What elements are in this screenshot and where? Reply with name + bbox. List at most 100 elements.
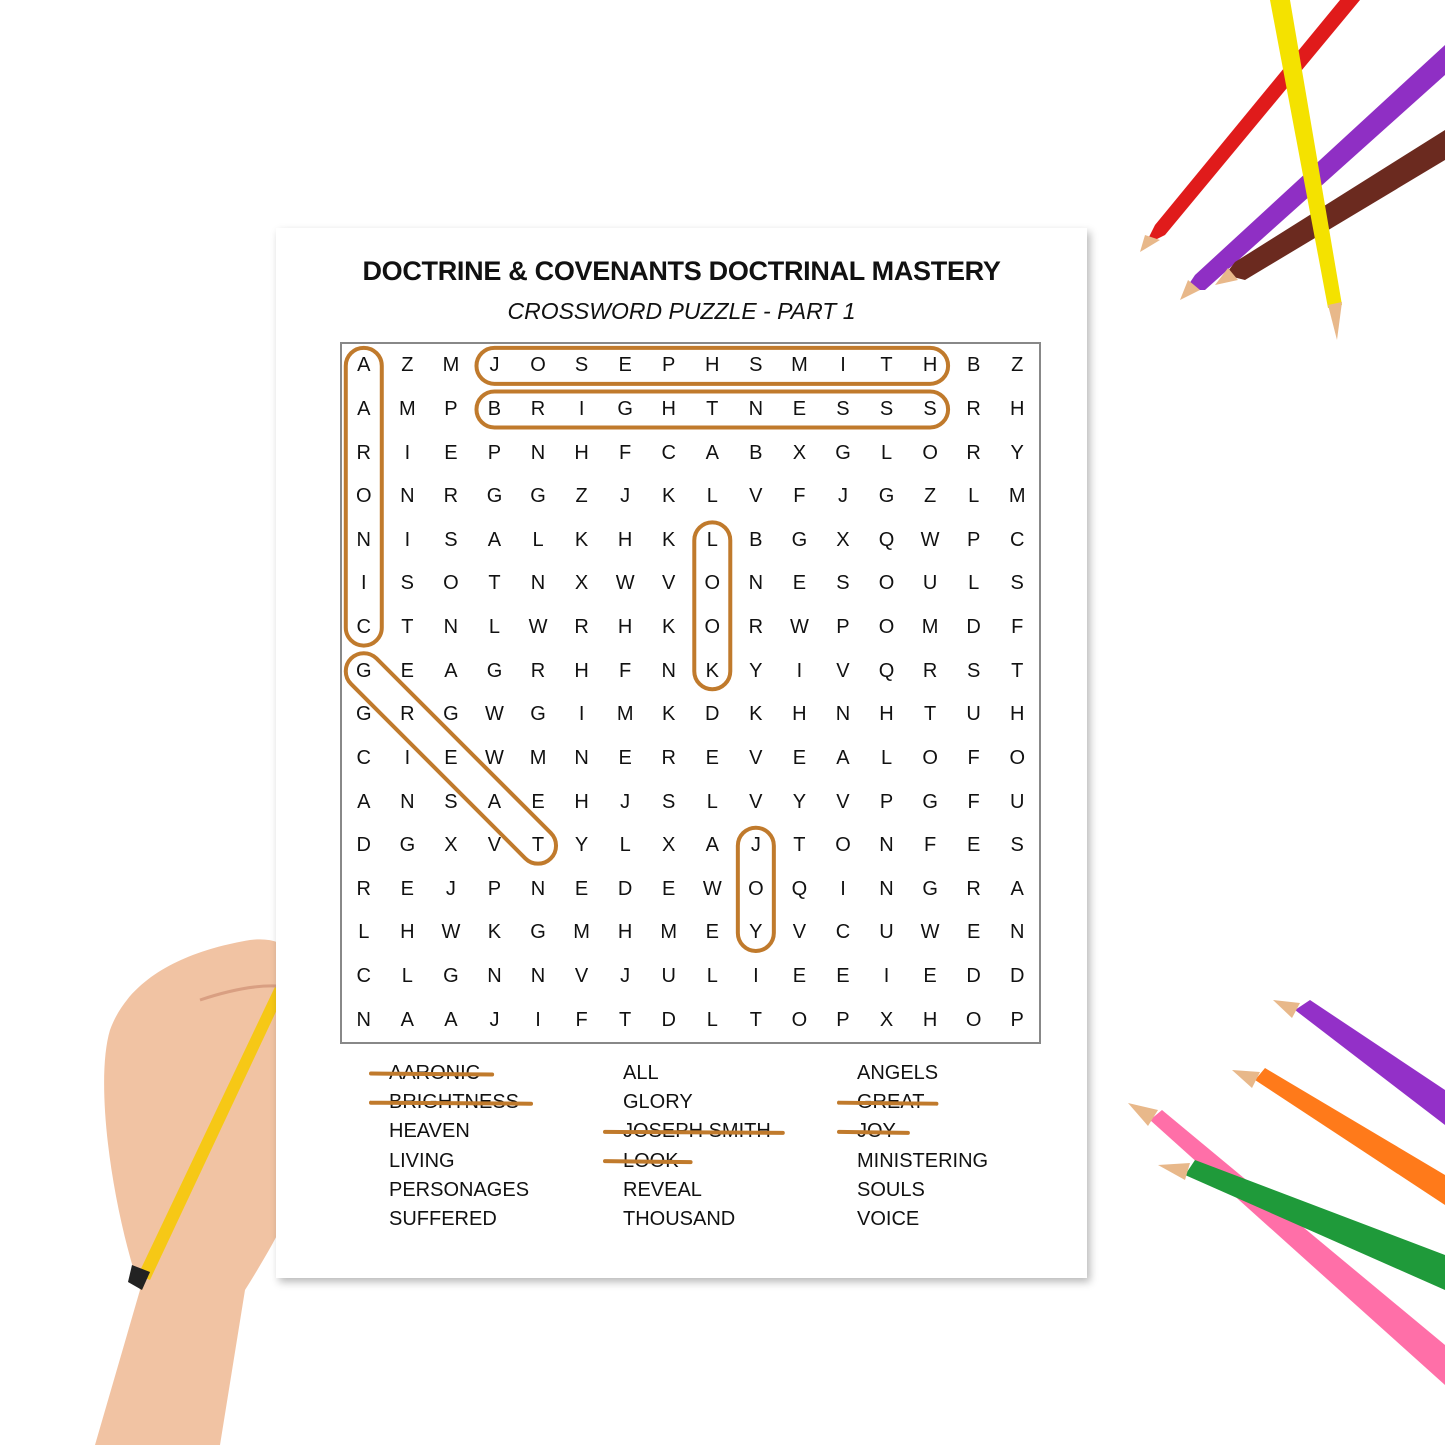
- grid-letter: G: [356, 659, 372, 682]
- grid-letter: W: [528, 616, 548, 639]
- hand-with-pencil-icon: [95, 918, 327, 1445]
- grid-letter: N: [400, 485, 415, 508]
- grid-letter: D: [356, 834, 371, 857]
- grid-letter: K: [662, 528, 676, 551]
- word-list-item: SUFFERED: [389, 1208, 497, 1230]
- grid-letter: N: [748, 397, 764, 420]
- grid-letter: S: [966, 659, 981, 682]
- grid-letter: W: [615, 572, 635, 595]
- grid-letter: N: [487, 965, 502, 988]
- grid-letter: E: [705, 921, 719, 944]
- grid-letter: S: [836, 572, 850, 595]
- grid-letter: N: [530, 572, 546, 595]
- grid-letter: X: [574, 572, 589, 595]
- grid-letter: N: [530, 441, 546, 464]
- grid-letter: W: [789, 616, 809, 639]
- grid-letter: A: [357, 397, 371, 420]
- grid-letter: I: [578, 397, 585, 420]
- grid-letter: H: [617, 616, 633, 639]
- grid-letter: I: [404, 528, 411, 551]
- grid-letter: G: [356, 703, 372, 726]
- word-list-item: ANGELS: [857, 1062, 939, 1084]
- grid-letter: S: [444, 790, 458, 813]
- grid-letter: C: [356, 965, 371, 988]
- grid-letter: R: [356, 877, 371, 900]
- grid-letter: W: [485, 703, 504, 726]
- grid-letter: E: [662, 877, 676, 900]
- grid-letter: M: [573, 921, 590, 944]
- grid-letter: L: [706, 790, 718, 813]
- grid-letter: Z: [1011, 354, 1024, 377]
- grid-letter: N: [356, 528, 371, 551]
- grid-letter: M: [442, 354, 460, 377]
- colored-pencil-red-icon: [1140, 0, 1360, 252]
- grid-letter: A: [487, 528, 502, 551]
- grid-letter: P: [836, 616, 850, 639]
- grid-letter: G: [922, 790, 938, 813]
- grid-letter: M: [399, 397, 416, 420]
- grid-letter: U: [879, 921, 894, 944]
- grid-letter: R: [356, 441, 371, 464]
- grid-letter: O: [965, 1008, 982, 1031]
- grid-letter: J: [750, 834, 761, 857]
- grid-letter: G: [791, 528, 808, 551]
- grid-letter: G: [922, 877, 938, 900]
- grid-letter: I: [361, 572, 367, 595]
- grid-letter: J: [837, 485, 848, 508]
- grid-letter: N: [574, 746, 589, 769]
- grid-letter: O: [704, 616, 721, 639]
- grid-letter: B: [487, 397, 502, 420]
- grid-letter: B: [966, 354, 981, 377]
- grid-letter: O: [1009, 746, 1025, 769]
- grid-letter: H: [922, 1008, 938, 1031]
- grid-letter: R: [530, 397, 546, 420]
- grid-letter: H: [574, 659, 589, 682]
- grid-letter: T: [880, 354, 893, 377]
- word-list-item: JOSEPH SMITH: [623, 1120, 771, 1143]
- page-subtitle: CROSSWORD PUZZLE - PART 1: [507, 298, 856, 324]
- grid-letter: M: [529, 746, 547, 769]
- grid-letter: I: [840, 354, 846, 377]
- grid-letter: K: [662, 485, 676, 508]
- word-list-item: REVEAL: [623, 1178, 702, 1201]
- grid-letter: M: [616, 703, 634, 726]
- grid-letter: H: [617, 528, 633, 551]
- grid-letter: P: [662, 354, 676, 377]
- word-list-item: LIVING: [389, 1149, 455, 1172]
- grid-letter: L: [706, 1008, 718, 1031]
- grid-letter: E: [792, 397, 807, 420]
- grid-letter: R: [530, 659, 546, 682]
- grid-letter: O: [791, 1008, 808, 1031]
- grid-letter: M: [791, 354, 808, 377]
- grid-letter: H: [1009, 397, 1025, 420]
- grid-letter: O: [922, 746, 938, 769]
- grid-letter: F: [619, 659, 632, 682]
- grid-letter: K: [705, 659, 719, 682]
- grid-letter: V: [487, 834, 502, 857]
- grid-letter: T: [1011, 659, 1024, 682]
- grid-letter: H: [574, 441, 589, 464]
- grid-letter: C: [1009, 528, 1025, 551]
- grid-letter: Q: [878, 528, 895, 551]
- grid-letter: H: [705, 354, 720, 377]
- grid-letter: F: [923, 834, 937, 857]
- grid-letter: G: [443, 965, 459, 988]
- grid-letter: V: [574, 965, 589, 988]
- grid-letter: Z: [401, 354, 414, 377]
- colored-pencil-green-icon: [1158, 1160, 1445, 1290]
- grid-letter: G: [530, 485, 546, 508]
- grid-letter: T: [706, 397, 719, 420]
- page-title: DOCTRINE & COVENANTS DOCTRINAL MASTERY: [362, 256, 1001, 286]
- grid-letter: A: [705, 834, 719, 857]
- grid-letter: H: [617, 921, 633, 944]
- grid-letter: Z: [923, 485, 937, 508]
- colored-pencil-yellow-icon: [1270, 0, 1342, 340]
- grid-letter: E: [923, 965, 937, 988]
- grid-letter: V: [749, 790, 763, 813]
- colored-pencil-purple-2-icon: [1273, 1000, 1445, 1125]
- grid-letter: I: [840, 877, 846, 900]
- grid-letter: P: [836, 1008, 850, 1031]
- grid-letter: S: [836, 397, 850, 420]
- grid-letter: K: [662, 616, 676, 639]
